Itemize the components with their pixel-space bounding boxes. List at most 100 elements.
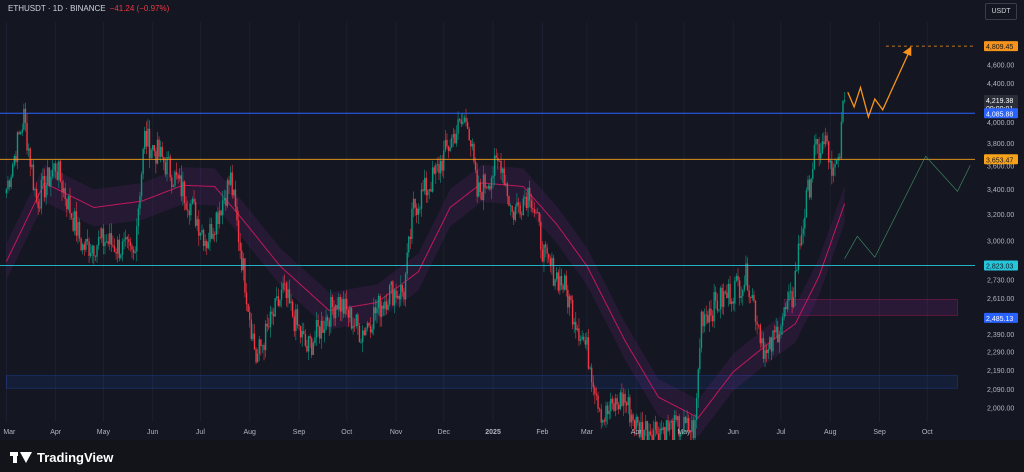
- candle: [188, 210, 190, 216]
- candle: [369, 325, 372, 333]
- candle: [166, 157, 168, 175]
- candle: [357, 314, 359, 326]
- candle: [691, 420, 693, 432]
- candle: [821, 141, 824, 154]
- candle: [439, 160, 442, 174]
- price-chart[interactable]: 4,600.00 4,400.00 4,000.00 3,800.00 3,600.00…: [0, 0, 1024, 440]
- candle: [796, 269, 798, 271]
- candle: [24, 108, 27, 123]
- candle: [214, 233, 216, 235]
- candle: [322, 320, 324, 333]
- candle: [225, 198, 227, 206]
- candle: [837, 156, 839, 161]
- candle: [812, 169, 814, 179]
- candle: [777, 326, 779, 343]
- candle: [568, 296, 571, 308]
- candle: [643, 429, 645, 440]
- candle: [288, 289, 291, 304]
- y-tick-label: 3,200.00: [987, 212, 1014, 219]
- candle: [843, 100, 846, 102]
- candle: [34, 188, 36, 191]
- candle: [303, 330, 305, 334]
- candle: [797, 243, 800, 270]
- candle: [150, 149, 152, 159]
- candle: [403, 291, 405, 300]
- candle: [641, 421, 644, 440]
- candle: [48, 167, 51, 187]
- candle: [105, 241, 108, 243]
- candle: [447, 146, 450, 151]
- candle: [136, 226, 138, 252]
- candle: [719, 287, 722, 310]
- candle: [221, 200, 224, 216]
- candle: [764, 350, 766, 359]
- candle: [198, 219, 200, 236]
- candle: [374, 307, 377, 314]
- x-tick-label: Aug: [243, 429, 256, 436]
- candle: [633, 420, 636, 430]
- x-tick-label: May: [97, 429, 111, 436]
- candle: [592, 382, 594, 388]
- candle: [511, 205, 513, 212]
- zone-price-label-bg: [984, 312, 1018, 323]
- candle: [813, 144, 816, 170]
- candle: [444, 139, 447, 151]
- candle: [99, 237, 101, 239]
- candle: [829, 160, 831, 163]
- candle: [533, 209, 536, 213]
- candle: [517, 202, 520, 206]
- candle: [158, 139, 160, 157]
- candle: [688, 417, 690, 431]
- candle: [272, 314, 275, 317]
- currency-button[interactable]: USDT: [985, 3, 1017, 20]
- support-price-label: 3,653.47: [986, 157, 1013, 164]
- candle: [298, 324, 300, 327]
- brand-label: TradingView: [37, 450, 114, 465]
- candle: [365, 328, 367, 335]
- candle: [431, 167, 434, 192]
- candle: [233, 189, 235, 196]
- candle: [824, 135, 827, 145]
- candle: [376, 308, 378, 314]
- candle: [301, 330, 303, 338]
- candle: [107, 241, 109, 244]
- candle: [815, 138, 817, 145]
- candle: [112, 244, 114, 247]
- candle: [646, 421, 649, 440]
- candle: [454, 133, 456, 144]
- candle: [710, 308, 712, 316]
- candle: [653, 429, 655, 440]
- candle: [702, 311, 704, 327]
- candle: [586, 337, 588, 345]
- candle: [441, 160, 443, 171]
- candle: [471, 143, 474, 147]
- candle: [42, 175, 44, 180]
- candle: [290, 301, 292, 304]
- candle: [513, 211, 515, 220]
- x-tick-label: Dec: [438, 429, 451, 436]
- candle: [395, 290, 397, 298]
- candle: [570, 296, 572, 300]
- candle: [422, 189, 424, 191]
- projection-green: [844, 155, 971, 259]
- candle: [786, 300, 789, 310]
- tradingview-logo[interactable]: TradingView: [10, 450, 113, 465]
- candle: [748, 290, 750, 298]
- x-tick-label: Apr: [50, 429, 62, 436]
- x-tick-label: Jun: [147, 429, 158, 436]
- candle: [169, 156, 171, 178]
- candle: [183, 181, 186, 204]
- candle: [328, 320, 330, 327]
- candle: [18, 132, 20, 134]
- candle: [314, 337, 316, 343]
- candle: [274, 298, 276, 317]
- candle: [134, 251, 136, 253]
- candle: [89, 252, 92, 256]
- candle: [740, 296, 742, 298]
- candle: [470, 140, 472, 147]
- candle: [159, 146, 162, 157]
- candle: [503, 168, 505, 186]
- candle: [242, 258, 245, 271]
- candle: [229, 172, 232, 185]
